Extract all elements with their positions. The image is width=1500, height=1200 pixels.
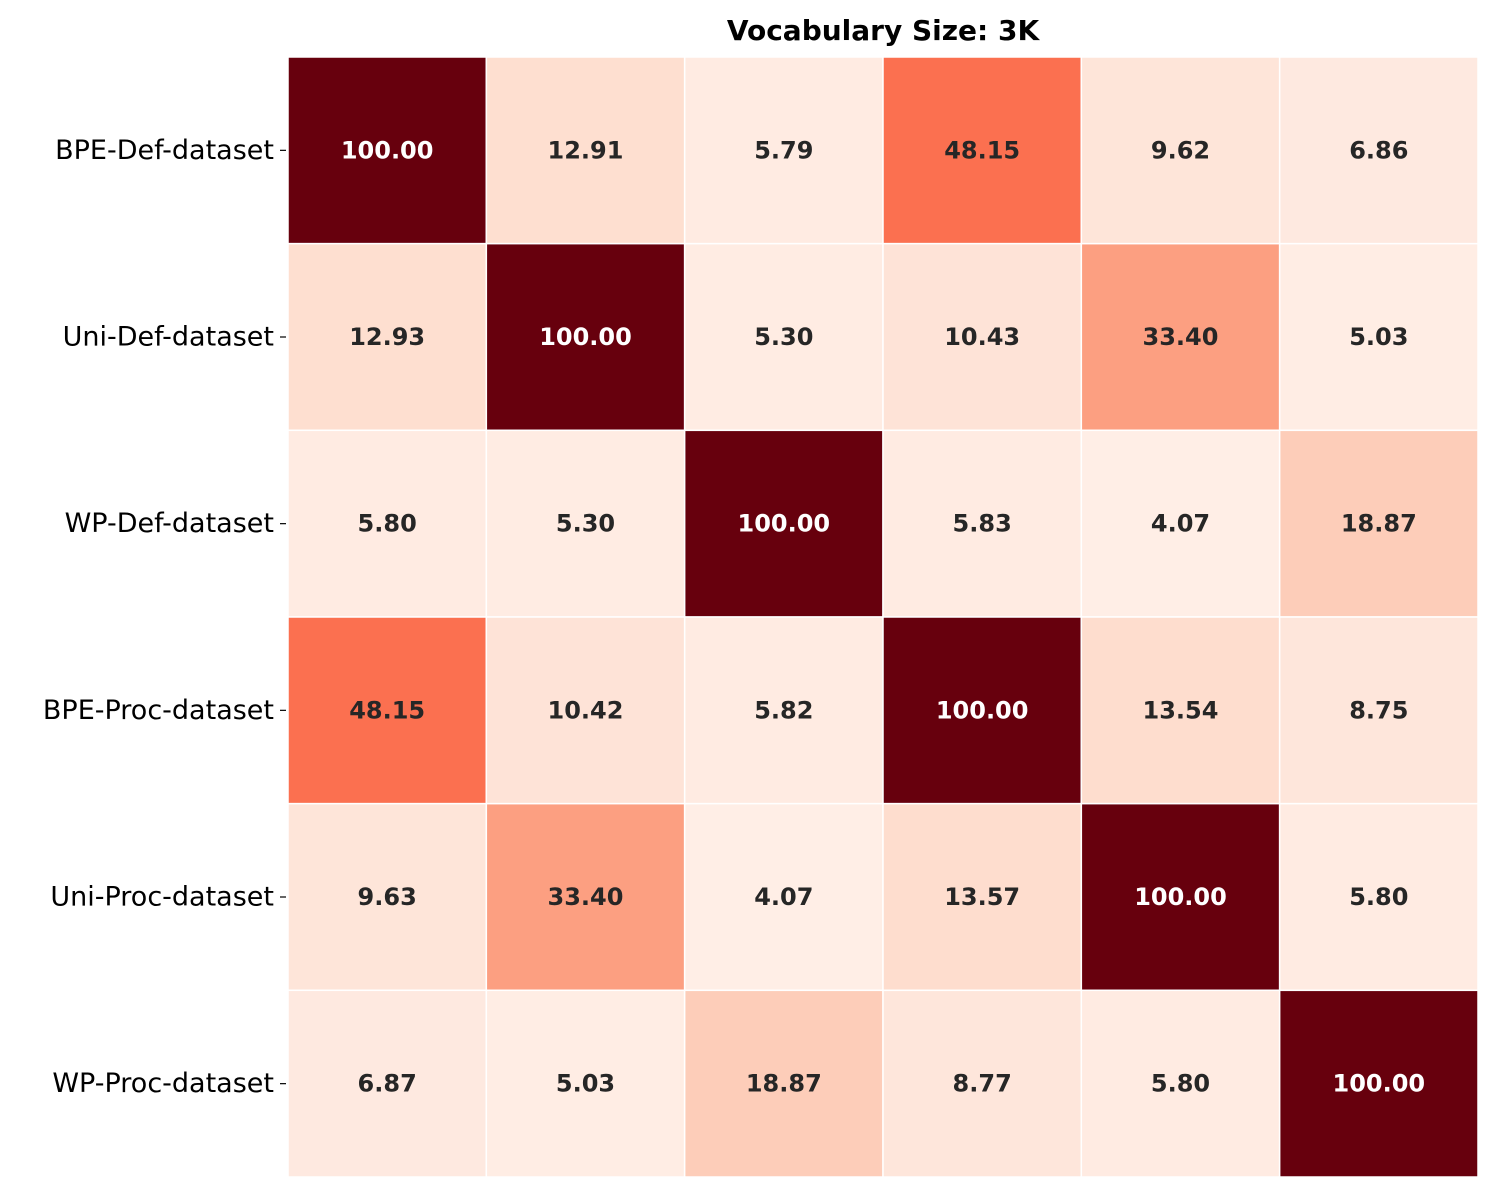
y-tick-label: Uni-Proc-dataset [50,882,274,913]
heatmap-cell [1080,989,1281,1178]
cell-value-label: 5.80 [1151,1070,1210,1098]
cell-value-label: 5.30 [754,323,813,351]
y-tick-label: WP-Def-dataset [65,508,274,539]
cell-value-label: 5.03 [1349,323,1408,351]
cell-value-label: 13.57 [944,883,1020,911]
heatmap-cell [485,616,686,805]
heatmap-cell [1278,989,1479,1178]
heatmap-cell [1278,242,1479,432]
cell-value-label: 13.54 [1143,696,1219,724]
cell-value-label: 33.40 [548,883,624,911]
heatmap-cell [683,429,884,618]
heatmap-cell [882,989,1083,1178]
heatmap-cell [287,989,488,1178]
heatmap-cell [1080,429,1281,618]
heatmap-cell [485,242,686,432]
heatmap-cell [1278,429,1479,618]
heatmap-cell [1278,802,1479,992]
heatmap-cell [683,616,884,805]
cell-value-label: 10.42 [548,696,624,724]
cell-value-label: 5.30 [556,510,615,538]
cell-value-label: 10.43 [944,323,1020,351]
cell-value-label: 8.75 [1349,696,1408,724]
heatmap-cell [1080,802,1281,992]
cell-value-label: 6.86 [1349,136,1408,164]
heatmap-cell [683,56,884,245]
heatmap-cell [287,242,488,432]
cell-value-label: 5.82 [754,696,813,724]
heatmap-cell [1278,616,1479,805]
cell-value-label: 9.62 [1151,136,1210,164]
cell-value-label: 5.80 [358,510,417,538]
cell-value-label: 33.40 [1143,323,1219,351]
heatmap-cell [882,56,1083,245]
heatmap-cell [882,429,1083,618]
cell-value-label: 12.91 [548,136,624,164]
cell-value-label: 18.87 [1341,510,1417,538]
chart-title: Vocabulary Size: 3K [726,14,1040,47]
heatmap-cell [1080,616,1281,805]
heatmap-cell [287,802,488,992]
y-tick-label: Uni-Def-dataset [63,322,274,353]
cell-value-label: 100.00 [539,323,632,351]
heatmap-cell [882,242,1083,432]
heatmap-cell [485,429,686,618]
y-tick-label: BPE-Proc-dataset [43,695,274,726]
cell-value-label: 5.79 [754,136,813,164]
cell-value-label: 18.87 [746,1070,822,1098]
heatmap-cell [683,242,884,432]
cell-value-label: 100.00 [341,136,434,164]
cell-value-label: 100.00 [1134,883,1227,911]
y-tick-label: WP-Proc-dataset [52,1068,274,1099]
cell-value-label: 5.80 [1349,883,1408,911]
heatmap-cell [683,989,884,1178]
cell-value-label: 100.00 [1333,1070,1426,1098]
cell-value-label: 5.03 [556,1070,615,1098]
cell-value-label: 5.83 [953,510,1012,538]
heatmap-cell [287,56,488,245]
cell-value-label: 8.77 [953,1070,1012,1098]
y-tick-label: BPE-Def-dataset [55,135,274,166]
heatmap-cell [882,616,1083,805]
cell-value-label: 4.07 [754,883,813,911]
heatmap-cell [485,56,686,245]
cell-value-label: 6.87 [358,1070,417,1098]
cell-value-label: 48.15 [349,696,425,724]
heatmap-cell [287,616,488,805]
cell-value-label: 9.63 [358,883,417,911]
cell-value-label: 48.15 [944,136,1020,164]
heatmap-cell [485,802,686,992]
cell-value-label: 100.00 [738,510,831,538]
cell-value-label: 12.93 [349,323,425,351]
cell-value-label: 4.07 [1151,510,1210,538]
cell-value-label: 100.00 [936,696,1029,724]
heatmap-cell [287,429,488,618]
